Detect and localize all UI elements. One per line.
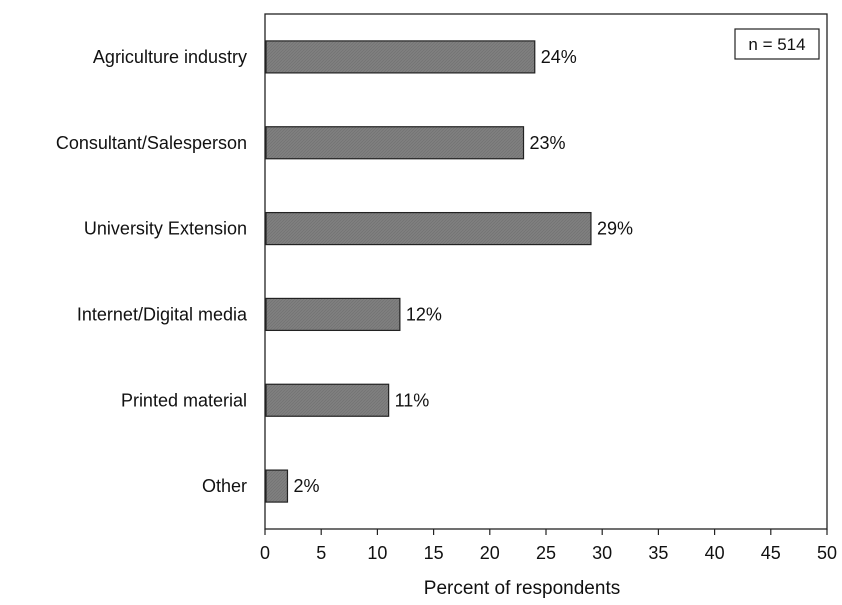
x-tick-label: 30: [592, 543, 612, 563]
data-labels: 24% 23% 29% 12% 11% 2%: [293, 47, 633, 496]
bars: [265, 40, 592, 503]
x-tick-label: 5: [316, 543, 326, 563]
bar: [265, 126, 525, 160]
data-label: 29%: [597, 219, 633, 239]
data-label: 12%: [406, 304, 442, 324]
category-label: Internet/Digital media: [77, 304, 248, 324]
category-label: Agriculture industry: [93, 47, 247, 67]
x-tick-label: 40: [705, 543, 725, 563]
bar: [265, 211, 592, 246]
x-axis-title: Percent of respondents: [424, 578, 620, 599]
data-label: 24%: [541, 47, 577, 67]
x-tick-label: 35: [648, 543, 668, 563]
bar: [265, 297, 401, 332]
plot-frame: [264, 13, 828, 530]
sample-size-box: n = 514: [734, 28, 820, 60]
x-tick-label: 15: [424, 543, 444, 563]
data-label: 23%: [530, 133, 566, 153]
data-label: 11%: [395, 390, 430, 410]
bar: [265, 383, 390, 417]
bar: [265, 40, 536, 74]
sample-size-label: n = 514: [748, 35, 805, 54]
x-tick-label: 50: [817, 543, 837, 563]
sample-size-frame: [734, 28, 820, 60]
data-label: 2%: [293, 476, 319, 496]
bar: [265, 469, 289, 503]
x-tick-label: 25: [536, 543, 556, 563]
category-label: Printed material: [121, 390, 247, 410]
x-tick-label: 0: [260, 543, 270, 563]
x-axis: 0 5 10 15 20 25 30 35 40 45 50: [260, 529, 837, 563]
x-tick-label: 10: [367, 543, 387, 563]
x-tick-label: 20: [480, 543, 500, 563]
x-tick-label: 45: [761, 543, 781, 563]
category-label: Other: [202, 476, 247, 496]
category-labels: Agriculture industry Consultant/Salespers…: [56, 47, 248, 496]
category-label: Consultant/Salesperson: [56, 133, 247, 153]
category-label: University Extension: [84, 219, 247, 239]
